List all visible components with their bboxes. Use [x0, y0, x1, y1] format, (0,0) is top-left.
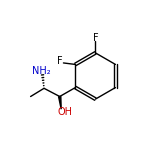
- Text: F: F: [57, 56, 63, 66]
- Text: F: F: [93, 33, 98, 43]
- Text: NH₂: NH₂: [33, 66, 51, 76]
- Polygon shape: [59, 96, 61, 109]
- Text: OH: OH: [58, 107, 73, 117]
